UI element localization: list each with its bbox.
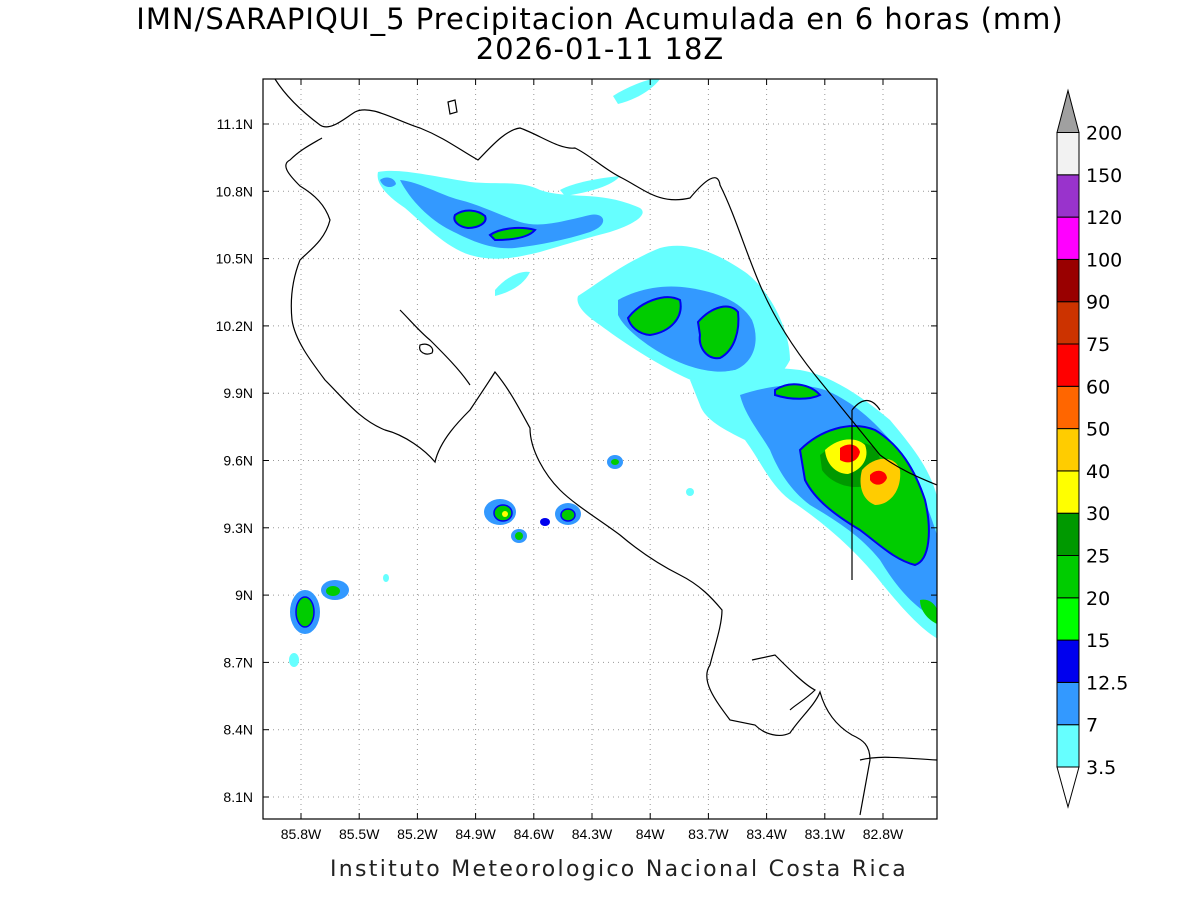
y-tick-label: 10.5N bbox=[216, 251, 253, 267]
y-tick-label: 9.6N bbox=[223, 453, 253, 469]
x-tick-label: 82.8W bbox=[863, 826, 904, 842]
colorbar-label: 15 bbox=[1086, 630, 1110, 652]
coastlines bbox=[274, 79, 937, 816]
y-tick-label: 10.2N bbox=[216, 318, 253, 334]
colorbar-label: 30 bbox=[1086, 503, 1110, 525]
colorbar-segment bbox=[1056, 597, 1080, 641]
colorbar-segment bbox=[1056, 470, 1080, 514]
colorbar-label: 25 bbox=[1086, 546, 1110, 568]
y-tick-label: 9.3N bbox=[223, 520, 253, 536]
colorbar-lower-extension bbox=[1056, 766, 1080, 809]
x-tick-label: 84.6W bbox=[514, 826, 555, 842]
colorbar-label: 7 bbox=[1086, 715, 1098, 737]
colorbar-segment bbox=[1056, 216, 1080, 260]
colorbar-segment bbox=[1056, 512, 1080, 557]
colorbar-label: 150 bbox=[1086, 165, 1122, 187]
colorbar-segment bbox=[1056, 174, 1080, 218]
colorbar-label: 200 bbox=[1086, 123, 1122, 145]
colorbar-segment bbox=[1056, 555, 1080, 599]
colorbar-segment bbox=[1056, 343, 1080, 387]
colorbar-label: 75 bbox=[1086, 334, 1110, 356]
x-tick-label: 84.3W bbox=[572, 826, 613, 842]
colorbar-label: 100 bbox=[1086, 249, 1122, 271]
colorbar-segment bbox=[1056, 724, 1080, 768]
map-title: IMN/SARAPIQUI_5 Precipitacion Acumulada … bbox=[136, 2, 1064, 36]
rain-band-caribbean bbox=[690, 368, 937, 639]
precipitation-fields bbox=[289, 79, 937, 667]
rain-band-north bbox=[377, 79, 660, 259]
colorbar-upper-extension bbox=[1056, 88, 1080, 133]
colorbar-label: 40 bbox=[1086, 461, 1110, 483]
y-tick-label: 9.9N bbox=[223, 385, 253, 401]
colorbar-label: 12.5 bbox=[1086, 672, 1128, 694]
plot-frame bbox=[262, 78, 938, 820]
x-tick-label: 85.8W bbox=[281, 826, 322, 842]
x-tick-label: 85.5W bbox=[339, 826, 380, 842]
colorbar: 3.5 7 12.5 15 20 25 30 40 50 60 75 90 100 120 150 200 bbox=[1056, 88, 1128, 809]
y-tick-label: 9N bbox=[235, 587, 253, 603]
x-tick-label: 83.1W bbox=[805, 826, 846, 842]
colorbar-segment bbox=[1056, 681, 1080, 726]
colorbar-segment bbox=[1056, 301, 1080, 345]
x-tick-label: 83.7W bbox=[688, 826, 729, 842]
x-tick-label: 84W bbox=[636, 826, 666, 842]
footer-credit: Instituto Meteorologico Nacional Costa R… bbox=[330, 857, 909, 882]
y-tick-label: 11.1N bbox=[217, 116, 253, 132]
y-tick-label: 8.4N bbox=[223, 722, 253, 738]
colorbar-label: 90 bbox=[1086, 292, 1110, 314]
colorbar-label: 20 bbox=[1086, 588, 1110, 610]
map-subtitle: 2026-01-11 18Z bbox=[475, 32, 725, 66]
latitude-axis: 11.1N 10.8N 10.5N 10.2N 9.9N 9.6N 9.3N 9N 8.7N 8.… bbox=[216, 116, 937, 805]
y-tick-label: 8.7N bbox=[223, 654, 253, 670]
colorbar-segment bbox=[1056, 132, 1080, 176]
colorbar-segment bbox=[1056, 385, 1080, 430]
colorbar-label: 120 bbox=[1086, 207, 1122, 229]
y-tick-label: 10.8N bbox=[216, 183, 253, 199]
x-tick-label: 84.9W bbox=[455, 826, 496, 842]
x-tick-label: 85.2W bbox=[397, 826, 438, 842]
colorbar-label: 60 bbox=[1086, 376, 1110, 398]
colorbar-segment bbox=[1056, 258, 1080, 303]
x-tick-label: 83.4W bbox=[746, 826, 787, 842]
colorbar-label: 3.5 bbox=[1086, 757, 1116, 779]
rain-band-central bbox=[495, 245, 790, 391]
y-tick-label: 8.1N bbox=[223, 789, 253, 805]
colorbar-segment bbox=[1056, 639, 1080, 683]
rain-cells-isolated bbox=[289, 455, 694, 667]
longitude-axis: 85.8W 85.5W 85.2W 84.9W 84.6W 84.3W 84W 83.7W 83… bbox=[281, 79, 904, 842]
colorbar-segment bbox=[1056, 428, 1080, 472]
colorbar-label: 50 bbox=[1086, 419, 1110, 441]
